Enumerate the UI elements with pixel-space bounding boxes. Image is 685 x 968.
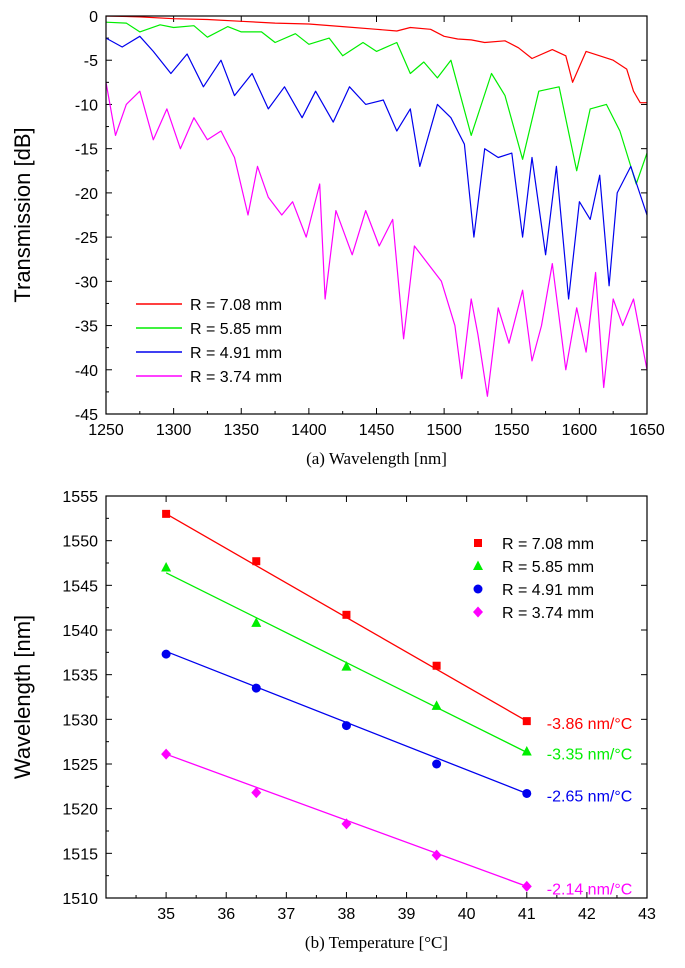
data-point-square: [342, 610, 351, 619]
x-tick-label: 1300: [156, 422, 192, 439]
slope-label-3: -2.14 nm/°C: [547, 881, 633, 898]
data-point-diamond: [161, 748, 172, 760]
y-tick-label: -25: [75, 230, 98, 247]
x-tick-label: 1500: [426, 422, 462, 439]
y-tick-label: -5: [84, 53, 98, 70]
wavelength-temperature-chart: 35 36 37 38 39 40 41 42 43 1510 1515 1520 1525 1530 15…: [10, 489, 656, 952]
y-tick-label: -10: [75, 97, 98, 114]
legend: R = 7.08 mm R = 5.85 mm R = 4.91 mm R = 3.7…: [473, 536, 594, 622]
data-point-triangle: [431, 700, 442, 710]
y-tick-label: 1515: [62, 846, 98, 863]
plot-frame: [105, 495, 648, 899]
y-tick-label: -45: [75, 407, 98, 424]
series-line-1: [106, 21, 647, 185]
legend-label-2: R = 4.91 mm: [502, 582, 594, 599]
x-tick-label: 36: [217, 906, 235, 923]
y-tick-label: 1540: [62, 623, 98, 640]
x-tick-label: 35: [157, 906, 175, 923]
legend-label-0: R = 7.08 mm: [190, 297, 282, 314]
legend-label-1: R = 5.85 mm: [502, 559, 594, 576]
legend: R = 7.08 mm R = 5.85 mm R = 4.91 mm R = 3.7…: [136, 297, 282, 386]
data-point-triangle: [521, 745, 532, 756]
x-tick-label: 1550: [494, 422, 530, 439]
legend-label-3: R = 3.74 mm: [502, 605, 594, 622]
data-point-circle: [251, 683, 261, 693]
x-tick-label: 1650: [629, 422, 665, 439]
y-tick-label: 1510: [62, 891, 98, 908]
data-point-triangle: [341, 661, 352, 671]
data-point-triangle: [161, 561, 172, 572]
data-point-square: [432, 661, 441, 670]
x-tick-label: 37: [277, 906, 295, 923]
data-point-diamond: [431, 849, 442, 861]
y-tick-label: -20: [75, 186, 98, 203]
x-tick-label: 39: [398, 906, 416, 923]
plot-area: [161, 509, 532, 892]
x-tick-label: 42: [578, 906, 596, 923]
x-axis-title: (b) Temperature [°C]: [305, 933, 448, 952]
y-tick-label: 1530: [62, 712, 98, 729]
data-point-circle: [522, 788, 532, 798]
slope-label-1: -3.35 nm/°C: [547, 746, 633, 763]
data-point-circle: [341, 721, 351, 731]
legend-label-1: R = 5.85 mm: [190, 321, 282, 338]
x-tick-label: 1350: [223, 422, 259, 439]
x-axis-title-unit: °C]: [424, 933, 448, 952]
legend-marker-diamond: [473, 606, 483, 618]
x-tick-label: 43: [638, 906, 656, 923]
data-point-triangle: [251, 617, 262, 627]
slope-label-2: -2.65 nm/°C: [547, 788, 633, 805]
data-point-diamond: [521, 880, 532, 892]
series-line-0: [106, 16, 647, 104]
y-tick-label: -40: [75, 363, 98, 380]
data-point-square: [162, 509, 171, 518]
legend-label-3: R = 3.74 mm: [190, 369, 282, 386]
y-tick-label: 0: [89, 9, 98, 26]
legend-marker-circle: [473, 584, 483, 594]
data-point-diamond: [341, 818, 352, 830]
series-line-2: [106, 35, 647, 300]
y-axis-title: Transmission [dB]: [10, 127, 35, 302]
x-axis-title: (a) Wavelength [nm]: [306, 449, 447, 468]
data-point-circle: [432, 759, 442, 769]
transmission-chart: 1250 1300 1350 1400 1450 1500 1550 1600 1650 0 -5 -…: [10, 9, 665, 468]
y-tick-label: -15: [75, 142, 98, 159]
legend-marker-square: [474, 539, 482, 547]
slope-label-0: -3.86 nm/°C: [547, 716, 633, 733]
y-tick-label: 1525: [62, 757, 98, 774]
y-tick-label: 1520: [62, 802, 98, 819]
y-tick-label: 1550: [62, 534, 98, 551]
x-tick-label: 38: [338, 906, 356, 923]
x-tick-label: 1450: [359, 422, 395, 439]
y-tick-label: 1535: [62, 668, 98, 685]
legend-label-0: R = 7.08 mm: [502, 536, 594, 553]
y-tick-label: 1555: [62, 489, 98, 506]
data-point-circle: [161, 649, 171, 659]
y-axis-title: Wavelength [nm]: [10, 615, 35, 779]
x-tick-label: 41: [518, 906, 536, 923]
data-point-diamond: [251, 787, 262, 799]
y-tick-label: -35: [75, 319, 98, 336]
legend-label-2: R = 4.91 mm: [190, 345, 282, 362]
x-axis-title-text: (b) Temperature [: [305, 933, 425, 952]
legend-marker-triangle: [473, 560, 483, 570]
y-tick-label: 1545: [62, 578, 98, 595]
plot-area: [106, 16, 647, 397]
x-axis-title-text: (a) Wavelength [nm]: [306, 449, 447, 468]
y-tick-label: -30: [75, 274, 98, 291]
x-tick-label: 1250: [88, 422, 124, 439]
x-tick-label: 1600: [562, 422, 598, 439]
series-line-3: [106, 82, 647, 397]
plot-frame: [105, 15, 648, 415]
x-tick-label: 40: [458, 906, 476, 923]
x-tick-label: 1400: [291, 422, 327, 439]
data-point-square: [252, 557, 261, 566]
data-point-square: [522, 717, 531, 726]
